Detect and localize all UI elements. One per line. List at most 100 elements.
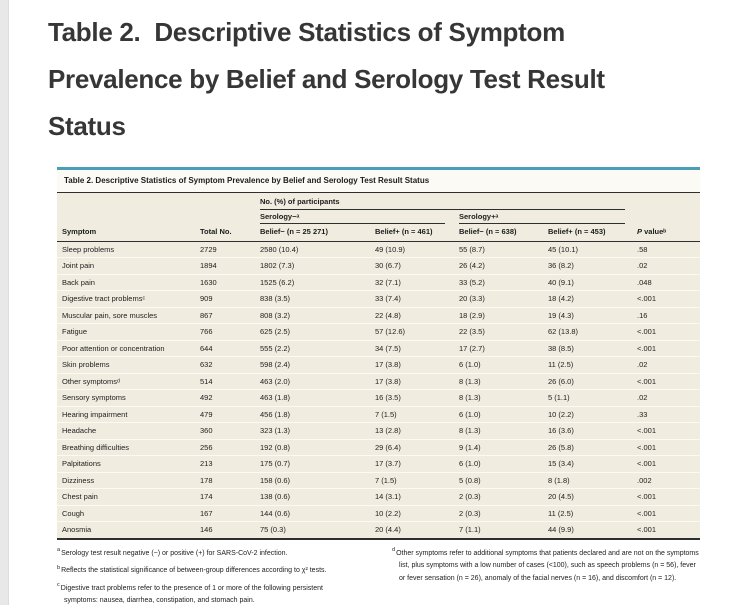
cell-serpos-belpos: 19 (4.3)	[548, 306, 638, 324]
cell-serpos-belpos: 38 (8.5)	[548, 339, 638, 357]
cell-p-value: <.001	[637, 521, 701, 540]
cell-serpos-belneg: 5 (0.8)	[459, 471, 548, 489]
cell-serneg-belneg: 175 (0.7)	[260, 455, 375, 472]
cell-total-no: 174	[200, 488, 260, 505]
cell-p-value: .002	[637, 471, 701, 489]
cell-serneg-belneg: 555 (2.2)	[260, 339, 375, 357]
cell-symptom: Sensory symptoms	[57, 389, 200, 406]
serology-header-row: Serology−ᵃ Serology+ᵃ	[57, 210, 700, 224]
cell-total-no: 256	[200, 438, 260, 456]
cell-serneg-belpos: 33 (7.4)	[375, 290, 459, 307]
stats-table: No. (%) of participants Serology−ᵃ Serol…	[57, 193, 701, 540]
cell-p-value: <.001	[637, 455, 701, 472]
cell-serpos-belneg: 8 (1.3)	[459, 389, 548, 406]
cell-serneg-belneg: 158 (0.6)	[260, 471, 375, 489]
col-header-serpos-belneg: Belief− (n = 638)	[459, 224, 548, 242]
cell-p-value: .16	[637, 306, 701, 324]
cell-serneg-belpos: 49 (10.9)	[375, 244, 406, 254]
cell-symptom: Joint pain	[57, 257, 200, 274]
cell-serpos-belpos: 26 (6.0)	[548, 372, 638, 390]
table-row: Breathing difficulties 256 192 (0.8) 29 (6.…	[57, 438, 701, 456]
footnote-d-marker: d	[392, 547, 396, 554]
cell-serneg-belpos: 13 (2.8)	[375, 422, 459, 439]
cell-symptom: Poor attention or concentration	[57, 339, 200, 357]
cell-serneg-belpos: 34 (7.5)	[375, 339, 459, 357]
cell-serpos-belneg: 22 (3.5)	[459, 323, 548, 340]
cell-p-value: .33	[637, 405, 701, 423]
cell-serneg-belpos: 30 (6.7)	[375, 257, 459, 274]
table-row: Palpitations 213 175 (0.7) 17 (3.7) 6 (1.0) 1…	[57, 455, 701, 472]
cell-serpos-belneg: 55 (8.7)	[459, 244, 485, 254]
col-header-symptom: Symptom	[57, 224, 200, 242]
cell-p-value: .048	[637, 273, 701, 291]
cell-p-value: <.001	[637, 372, 701, 390]
table-card: Table 2. Descriptive Statistics of Sympt…	[57, 167, 701, 540]
cell-symptom: Chest pain	[57, 488, 200, 505]
cell-p-value: <.001	[637, 438, 701, 456]
cell-symptom: Digestive tract problemsᶜ	[57, 290, 200, 307]
cell-serpos-belneg: 2 (0.3)	[459, 504, 548, 522]
cell-serpos-belneg: 6 (1.0)	[459, 455, 548, 472]
serology-negative-label: Serology−ᵃ	[260, 212, 445, 224]
cell-p-value: <.001	[637, 290, 701, 307]
cell-symptom: Skin problems	[57, 356, 200, 373]
cell-serpos-belneg: 2 (0.3)	[459, 488, 548, 505]
table-row: Skin problems 632 598 (2.4) 17 (3.8) 6 (1.0)…	[57, 356, 701, 373]
document-heading: Table 2. Descriptive Statistics of Sympt…	[48, 17, 605, 141]
table-row: Headache 360 323 (1.3) 13 (2.8) 8 (1.3) 16 (3…	[57, 422, 701, 439]
cell-serpos-belneg: 6 (1.0)	[459, 356, 548, 373]
cell-serpos-belpos: 11 (2.5)	[548, 356, 638, 373]
cell-total-no: 1894	[200, 257, 260, 274]
cell-total-no: 146	[200, 521, 260, 540]
table-row: Muscular pain, sore muscles 867 808 (3.2) 2…	[57, 306, 701, 324]
cell-total-no: 492	[200, 389, 260, 406]
cell-serneg-belpos: 7 (1.5)	[375, 405, 459, 423]
cell-serpos-belneg: 18 (2.9)	[459, 306, 548, 324]
footnote-a: aSerology test result negative (−) or po…	[57, 547, 357, 561]
cell-serneg-belpos: 17 (3.7)	[375, 455, 459, 472]
cell-serneg-belneg: 323 (1.3)	[260, 422, 375, 439]
cell-serneg-belneg: 192 (0.8)	[260, 438, 375, 456]
p-value-italic: P	[637, 227, 643, 236]
cell-serpos-belpos: 11 (2.5)	[548, 504, 638, 522]
cell-total-no: 360	[200, 422, 260, 439]
cell-symptom: Breathing difficulties	[57, 438, 200, 456]
table-row: Poor attention or concentration 644 555 (2…	[57, 339, 701, 357]
table-block: Table 2. Descriptive Statistics of Sympt…	[57, 167, 701, 605]
footnotes-left-column: aSerology test result negative (−) or po…	[57, 547, 357, 605]
cell-serpos-belpos: 10 (2.2)	[548, 405, 638, 423]
cell-total-no: 632	[200, 356, 260, 373]
cell-symptom: Muscular pain, sore muscles	[57, 306, 200, 324]
cell-serneg-belneg: 598 (2.4)	[260, 356, 375, 373]
cell-serpos-belneg: 9 (1.4)	[459, 438, 548, 456]
cell-serneg-belpos: 7 (1.5)	[375, 471, 459, 489]
cell-total-no: 178	[200, 471, 260, 489]
cell-p-value: <.001	[637, 422, 701, 439]
p-value-rest: valueᵇ	[642, 227, 667, 236]
cell-symptom: Headache	[57, 422, 200, 439]
cell-p-value: .02	[637, 389, 701, 406]
cell-serpos-belneg: 8 (1.3)	[459, 422, 548, 439]
cell-p-value: <.001	[637, 488, 701, 505]
spacer-cell	[57, 193, 260, 210]
cell-serpos-belpos: 62 (13.8)	[548, 323, 638, 340]
cell-serpos-belpos: 5 (1.1)	[548, 389, 638, 406]
serology-positive-label: Serology+ᵃ	[459, 212, 626, 224]
cell-serpos-belpos: 45 (10.1)	[548, 244, 579, 254]
footnote-b-text: Reflects the statistical significance of…	[61, 567, 327, 574]
table-row: Fatigue 766 625 (2.5) 57 (12.6) 22 (3.5) 62 (…	[57, 323, 701, 340]
cell-serpos-belpos: 44 (9.9)	[548, 521, 638, 540]
cell-p-value: .02	[637, 257, 701, 274]
participants-group-label: No. (%) of participants	[260, 198, 626, 210]
page-edge-strip	[0, 0, 9, 605]
serology-positive-header: Serology+ᵃ	[459, 210, 637, 224]
cell-total-no: 479	[200, 405, 260, 423]
cell-symptom: Hearing impairment	[57, 405, 200, 423]
cell-serneg-belneg: 808 (3.2)	[260, 306, 375, 324]
cell-total-no: 766	[200, 323, 260, 340]
col-header-total-no: Total No.	[200, 224, 260, 242]
footnotes: aSerology test result negative (−) or po…	[57, 547, 700, 605]
table-row: Chest pain 174 138 (0.6) 14 (3.1) 2 (0.3) 20 …	[57, 488, 701, 505]
group-header-row: No. (%) of participants	[57, 193, 700, 210]
